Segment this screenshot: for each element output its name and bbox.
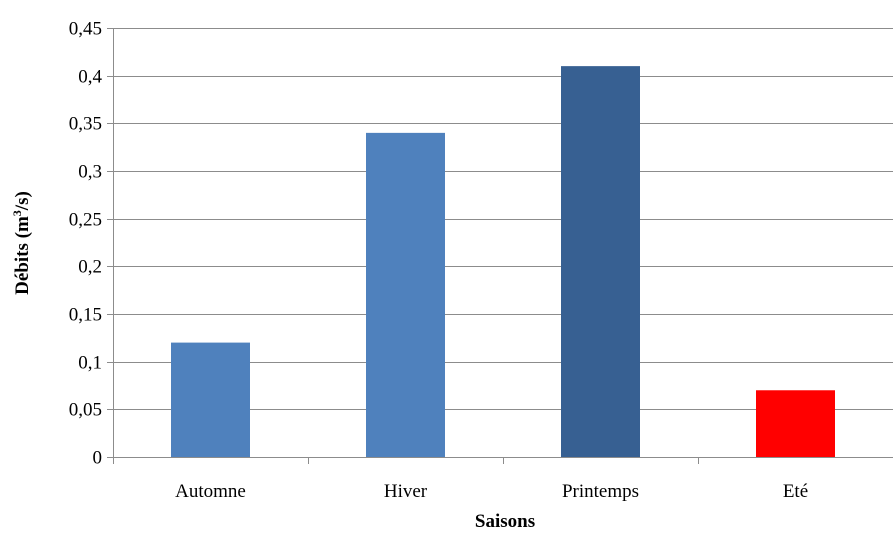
y-axis-title-main: Débits (m [12, 216, 33, 295]
x-tick-label: Printemps [562, 481, 639, 502]
y-tick-label: 0,25 [69, 210, 102, 231]
y-tick-label: 0,1 [78, 353, 102, 374]
bars [171, 66, 835, 457]
y-tick-label: 0,3 [78, 162, 102, 183]
bar-printemps [561, 66, 640, 457]
y-axis-title-superscript: 3 [10, 210, 24, 216]
x-tick-labels: Automne Hiver Printemps Eté [175, 481, 808, 502]
y-tick-labels: 0 0,05 0,1 0,15 0,2 0,25 0,3 0,35 0,4 0,45 [69, 19, 103, 469]
y-tick-label: 0,4 [78, 67, 102, 88]
y-tick-label: 0,15 [69, 305, 102, 326]
axes [107, 28, 893, 464]
y-tick-label: 0,35 [69, 114, 102, 135]
y-tick-label: 0,2 [78, 257, 102, 278]
x-axis-title: Saisons [475, 511, 535, 532]
y-tick-label: 0 [93, 448, 103, 469]
x-tick-label: Automne [175, 481, 246, 502]
y-axis-title: Débits (m3/s) [10, 191, 33, 295]
bar-hiver [366, 132, 445, 457]
y-tick-label: 0,05 [69, 400, 102, 421]
bar-ete [756, 390, 835, 457]
bar-automne [171, 342, 250, 457]
y-axis-title-unit: /s) [12, 191, 33, 211]
x-tick-label: Eté [783, 481, 808, 502]
x-tick-label: Hiver [384, 481, 428, 502]
y-tick-label: 0,45 [69, 19, 102, 40]
